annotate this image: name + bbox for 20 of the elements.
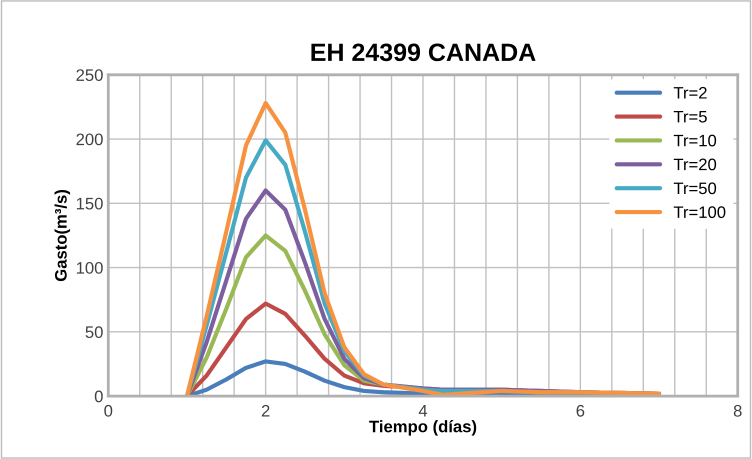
- chart-title: EH 24399 CANADA: [311, 43, 536, 62]
- legend-label: Tr=20: [674, 158, 716, 170]
- y-tick-label: 0: [94, 390, 103, 402]
- y-tick-label: 200: [76, 133, 103, 146]
- x-tick-label: 8: [734, 404, 742, 417]
- legend-label: Tr=50: [674, 182, 716, 194]
- x-tick-label: 2: [262, 404, 270, 417]
- y-axis-title: Gasto(m³/s): [54, 190, 70, 282]
- x-axis-title: Tiempo (días): [369, 420, 476, 436]
- x-tick-label: 0: [104, 404, 112, 417]
- x-tick-label: 4: [418, 405, 428, 417]
- legend-label: Tr=5: [674, 110, 707, 123]
- x-tick-label: 6: [576, 404, 584, 417]
- legend-label: Tr=100: [674, 206, 726, 218]
- y-tick-label: 50: [86, 326, 103, 338]
- legend-label: Tr=10: [674, 134, 716, 146]
- legend-label: Tr=2: [674, 86, 707, 99]
- y-tick-label: 100: [76, 262, 103, 274]
- y-tick-label: 150: [76, 198, 103, 210]
- y-tick-label: 250: [76, 69, 103, 82]
